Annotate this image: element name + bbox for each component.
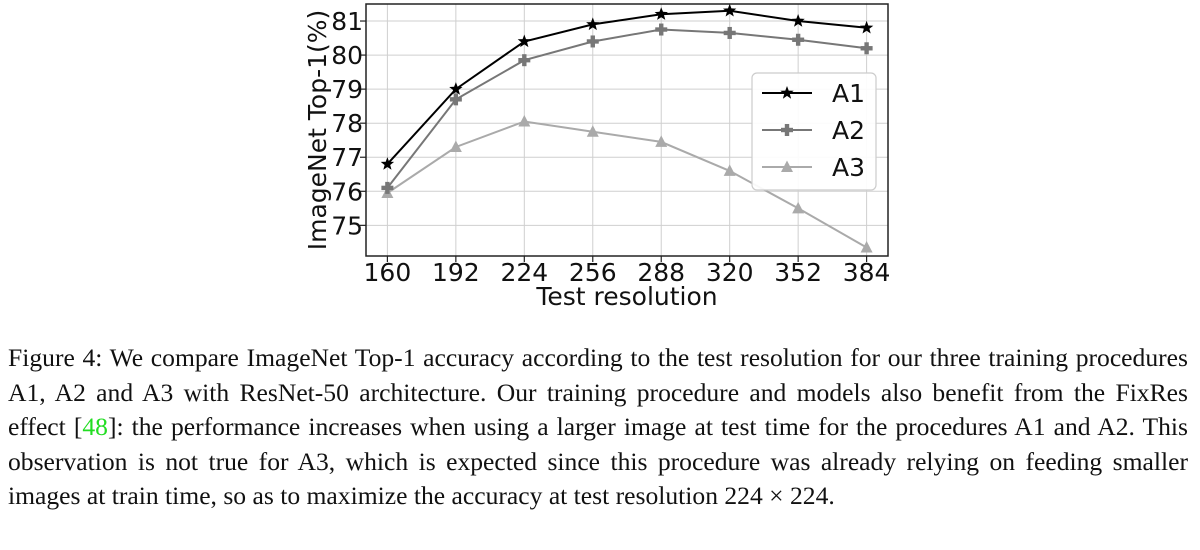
series-line [386,28,867,189]
data-point-star [517,34,531,48]
data-point-star [859,20,874,34]
caption-text-part2: ]: the performance increases when using … [8,412,1188,510]
x-tick-label: 224 [500,258,548,287]
x-axis-label: Test resolution [535,282,717,311]
series-a1 [380,3,874,170]
x-tick-label: 288 [637,258,685,287]
legend-label: A3 [832,153,865,182]
legend-item-a1: A1 [762,79,865,108]
data-point-triangle [518,114,531,127]
legend-label: A1 [832,79,865,108]
series-a2 [381,23,873,194]
x-tick-label: 384 [843,258,891,287]
y-tick-label: 81 [331,7,363,36]
x-tick-label: 256 [569,258,617,287]
series-line [386,120,868,249]
y-tick-label: 77 [331,143,363,172]
caption-text-part1: We compare ImageNet Top-1 accuracy accor… [8,343,1188,441]
data-point-plus [381,181,394,194]
data-point-star [654,7,668,20]
data-point-star [380,157,395,170]
data-point-plus [781,124,793,136]
y-tick-label: 75 [331,211,363,240]
figure-caption: Figure 4: We compare ImageNet Top-1 accu… [8,341,1188,514]
data-point-triangle [586,125,599,137]
y-tick-label: 80 [331,41,363,70]
series-layer [380,3,874,253]
data-point-triangle [792,201,805,214]
data-point-star [449,82,463,95]
x-tick-label: 160 [364,258,412,287]
y-tick-label: 76 [331,177,363,206]
tick-labels: 160 192 224 256 288 320 352 384 75 76 77 78 79 80 81 [331,7,890,287]
x-tick-label: 352 [774,258,822,287]
data-point-plus [655,23,668,36]
y-tick-label: 79 [331,75,363,104]
series-a3 [381,114,873,253]
plot-frame [365,3,889,257]
data-point-star [780,86,794,99]
line-chart: 160 192 224 256 288 320 352 384 75 76 77 78 79 80 81 T… [303,3,890,311]
data-point-triangle [449,140,462,153]
caption-label: Figure 4: [8,343,103,372]
data-point-star [586,17,600,31]
legend-label: A2 [832,116,865,145]
y-axis-label: ImageNet Top-1(%) [303,10,332,251]
legend-item-a2: A2 [762,116,865,145]
data-point-plus [860,42,873,55]
data-point-triangle [723,164,736,176]
legend-box [751,72,877,191]
data-point-triangle [860,240,873,253]
data-point-plus [518,54,531,67]
data-point-plus [723,26,736,39]
x-tick-label: 320 [706,258,754,287]
data-point-triangle [781,160,793,172]
legend: A1 A2 A3 [751,72,877,191]
data-point-star [791,14,805,27]
citation-link[interactable]: 48 [82,412,108,441]
data-point-plus [586,35,599,48]
y-tick-label: 78 [331,109,363,138]
data-point-plus [449,93,462,106]
x-tick-label: 192 [432,258,480,287]
legend-item-a3: A3 [762,153,865,182]
data-point-triangle [655,135,668,147]
data-point-star [723,3,737,17]
series-line [386,9,867,165]
data-point-plus [792,33,805,46]
